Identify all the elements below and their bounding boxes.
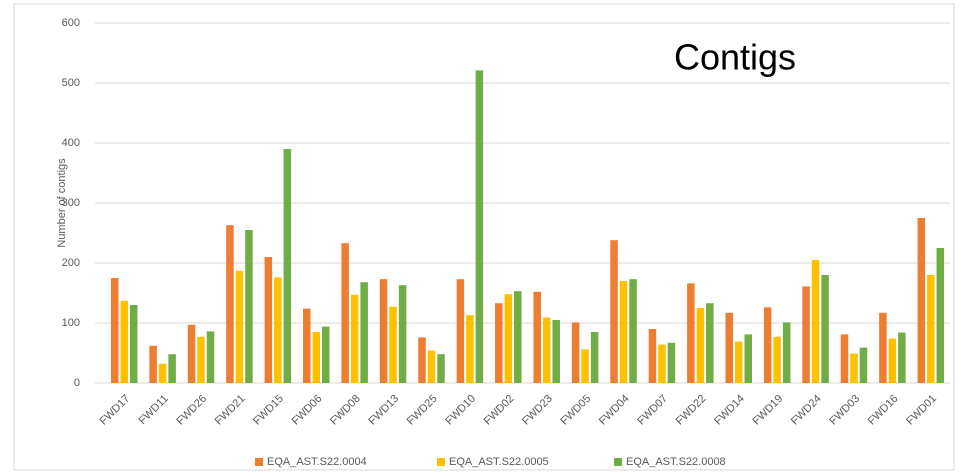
bar: [610, 240, 618, 383]
y-tick-label: 300: [62, 197, 80, 209]
bar: [927, 275, 935, 383]
bar: [667, 342, 676, 383]
bar: [379, 279, 388, 383]
bar: [888, 338, 897, 383]
bar: [206, 331, 215, 383]
bar: [917, 218, 926, 383]
legend-label: EQA_AST.S22.0008: [626, 456, 726, 468]
bar: [226, 225, 234, 383]
bar: [533, 291, 541, 383]
bar: [821, 275, 829, 383]
bar: [437, 354, 445, 383]
bar: [571, 322, 580, 383]
bar: [687, 283, 695, 383]
y-tick-label: 600: [62, 17, 80, 29]
legend-label: EQA_AST.S22.0004: [267, 456, 367, 468]
y-tick-label: 500: [62, 77, 80, 89]
bar: [936, 248, 945, 383]
bar: [763, 307, 772, 383]
bar: [898, 332, 906, 383]
bar: [581, 349, 589, 383]
bar: [773, 336, 781, 383]
bar: [303, 308, 311, 383]
bar: [245, 230, 253, 383]
bar: [802, 286, 810, 383]
bar: [187, 324, 196, 383]
bar: [850, 353, 858, 383]
bar: [398, 285, 407, 383]
bar: [706, 303, 714, 383]
bar: [811, 260, 820, 383]
bar: [648, 329, 657, 383]
y-tick-label: 200: [62, 257, 80, 269]
bar: [418, 337, 426, 383]
bar: [590, 332, 599, 383]
chart-border: [13, 3, 955, 471]
legend-label: EQA_AST.S22.0005: [449, 456, 549, 468]
bar: [542, 317, 551, 383]
bar: [149, 345, 157, 383]
y-tick-label: 100: [62, 317, 80, 329]
bar: [475, 70, 484, 384]
bar: [427, 350, 436, 383]
legend-swatch: [255, 458, 263, 466]
bar: [264, 257, 273, 383]
bar: [389, 306, 397, 383]
chart-title: Contigs: [674, 37, 796, 78]
bar: [840, 334, 849, 383]
bar: [158, 363, 167, 383]
bar: [110, 278, 119, 383]
bar: [168, 354, 176, 383]
bar: [283, 149, 292, 383]
bar: [360, 282, 368, 383]
bar: [552, 320, 560, 383]
bar: [725, 312, 733, 383]
bar: [466, 315, 474, 383]
bar: [350, 294, 359, 383]
bar: [744, 334, 752, 383]
y-tick-label: 400: [62, 137, 80, 149]
bar: [322, 326, 330, 383]
bar: [312, 332, 320, 383]
bar: [235, 270, 244, 383]
bar: [782, 322, 791, 383]
bar: [696, 308, 705, 383]
bar: [619, 281, 628, 383]
bar: [495, 303, 503, 383]
bar: [504, 294, 513, 383]
bar: [879, 312, 887, 383]
bar: [859, 347, 868, 383]
bar: [658, 344, 666, 383]
y-tick-label: 0: [74, 377, 80, 389]
bar: [735, 341, 743, 383]
bar: [456, 279, 465, 383]
legend-swatch: [437, 458, 445, 466]
bar: [120, 300, 128, 383]
legend-swatch: [614, 458, 622, 466]
y-axis-label: Number of contigs: [56, 158, 68, 248]
bar: [129, 305, 138, 383]
bar: [197, 336, 205, 383]
bar: [514, 291, 522, 383]
bar: [341, 243, 349, 383]
bar: [274, 277, 282, 383]
bar: [629, 279, 637, 383]
